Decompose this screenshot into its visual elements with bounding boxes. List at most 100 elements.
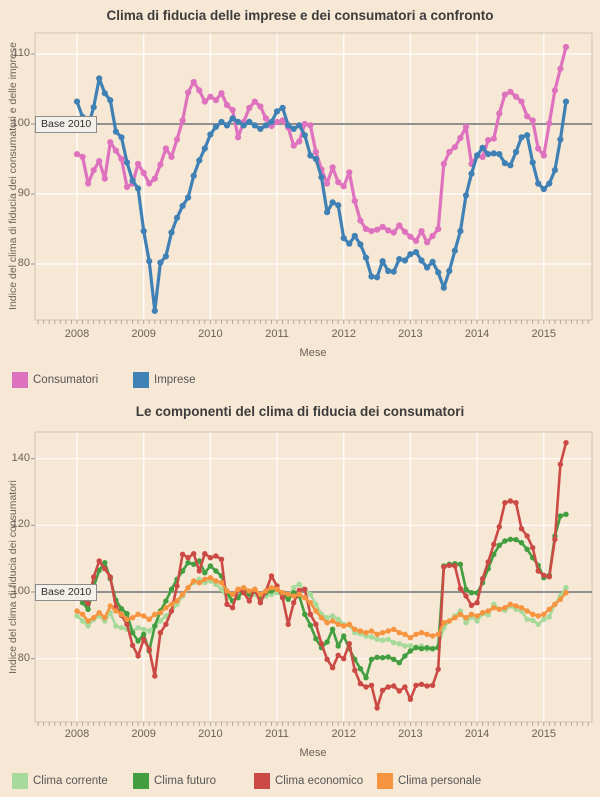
data-point — [324, 615, 330, 621]
data-point — [329, 626, 336, 632]
data-point — [291, 593, 297, 599]
data-point — [563, 511, 569, 517]
x-axis-title-top: Mese — [299, 347, 327, 359]
data-point — [257, 600, 264, 606]
data-point — [479, 576, 486, 582]
data-point — [502, 605, 508, 611]
data-point — [524, 546, 530, 552]
data-point — [441, 564, 447, 570]
data-point — [363, 630, 369, 636]
data-point — [141, 631, 147, 637]
data-point — [429, 646, 436, 652]
data-point — [496, 110, 503, 117]
data-point — [429, 682, 436, 688]
data-point — [407, 233, 414, 240]
data-point — [124, 621, 130, 627]
data-point — [223, 102, 231, 109]
y-tick-label-bottom: 100 — [11, 585, 30, 597]
data-point — [274, 586, 280, 592]
data-point — [463, 593, 469, 599]
data-point — [379, 687, 386, 693]
data-point — [524, 113, 531, 120]
data-point — [513, 603, 519, 609]
data-point — [418, 681, 425, 687]
data-point — [273, 118, 281, 125]
data-point — [402, 684, 408, 690]
data-point — [285, 596, 291, 602]
data-point — [507, 88, 514, 95]
data-point — [146, 628, 152, 634]
data-point — [291, 600, 297, 606]
data-point — [224, 588, 230, 594]
data-point — [390, 268, 397, 275]
data-point — [179, 591, 186, 597]
data-point — [173, 214, 181, 221]
data-point — [85, 618, 91, 624]
data-point — [468, 170, 475, 177]
data-point — [452, 615, 458, 621]
data-point — [285, 591, 291, 597]
data-point — [129, 642, 136, 648]
data-point — [290, 142, 297, 149]
y-tick-label-top: 80 — [17, 257, 30, 269]
data-point — [396, 641, 402, 647]
data-point — [530, 611, 536, 617]
data-point — [251, 98, 258, 105]
data-point — [329, 618, 336, 624]
data-point — [107, 574, 114, 580]
data-point — [102, 566, 108, 572]
data-point — [313, 636, 319, 642]
data-point — [252, 586, 258, 592]
data-point — [535, 613, 541, 619]
data-point — [518, 526, 525, 532]
data-point — [390, 229, 397, 236]
data-point — [341, 633, 347, 639]
data-point — [529, 117, 536, 124]
data-point — [118, 134, 125, 141]
data-point — [429, 232, 436, 240]
data-point — [224, 601, 230, 607]
data-point — [402, 653, 408, 659]
data-point — [446, 148, 453, 156]
data-point — [79, 611, 86, 617]
data-point — [191, 561, 197, 567]
data-point — [113, 623, 119, 629]
plot-area-bottom[interactable] — [34, 431, 593, 723]
clima-economico-swatch-icon — [254, 773, 270, 789]
data-point — [307, 622, 314, 628]
data-point — [123, 183, 131, 191]
data-point — [451, 144, 458, 151]
plot-area-top[interactable] — [34, 32, 593, 321]
data-point — [552, 536, 558, 542]
data-point — [140, 228, 147, 235]
data-point — [457, 134, 464, 142]
data-point — [502, 538, 508, 544]
data-point — [207, 93, 214, 100]
data-point — [518, 540, 525, 546]
data-point — [79, 153, 86, 160]
x-tick-label-bottom: 2014 — [464, 728, 490, 740]
data-point — [96, 558, 102, 564]
data-point — [535, 621, 541, 627]
data-point — [424, 683, 430, 689]
data-point — [385, 636, 391, 642]
data-point — [352, 667, 358, 673]
data-point — [257, 125, 264, 132]
data-point — [468, 590, 475, 596]
data-point — [318, 641, 325, 647]
data-point — [462, 123, 470, 130]
data-point — [446, 267, 453, 275]
data-point — [313, 601, 319, 607]
data-point — [196, 157, 203, 164]
data-point — [201, 145, 208, 152]
data-point — [141, 626, 147, 632]
data-point — [363, 684, 369, 690]
data-point — [107, 139, 114, 146]
data-point — [551, 87, 559, 94]
data-point — [296, 587, 302, 593]
data-point — [490, 150, 497, 157]
data-point — [513, 500, 519, 506]
y-tick-label-top: 110 — [12, 47, 30, 59]
data-point — [468, 611, 475, 617]
